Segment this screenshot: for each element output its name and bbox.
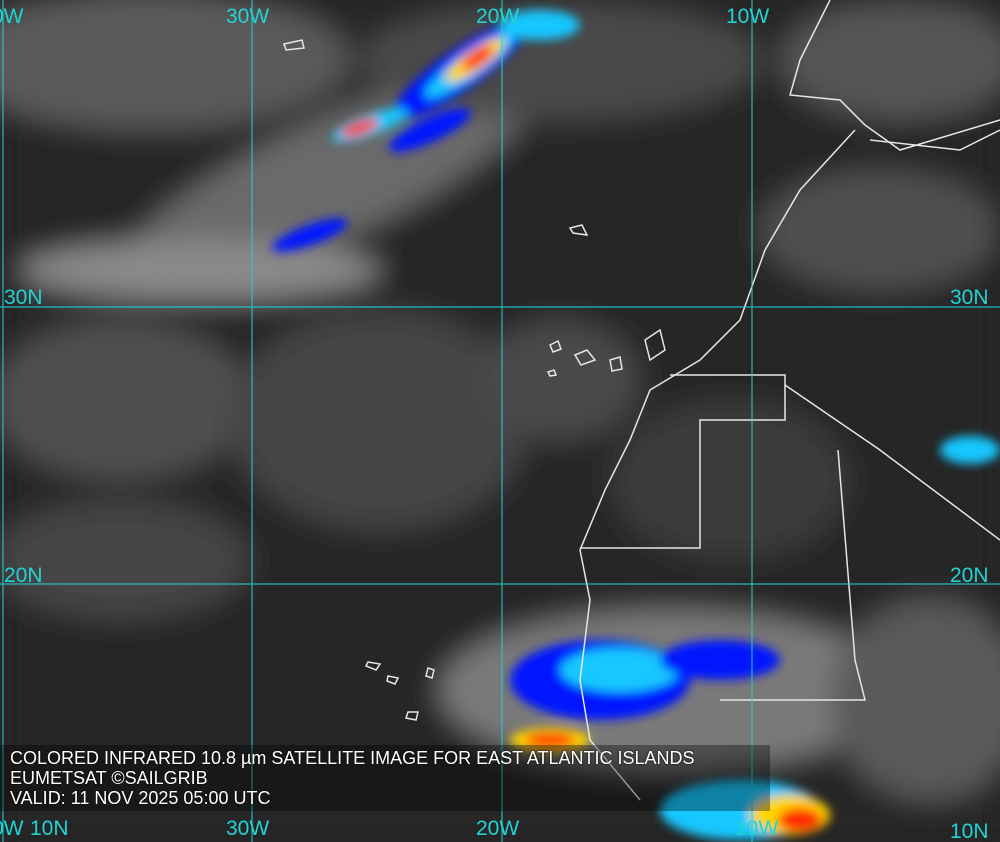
- lat-label-left-20n: 20N: [4, 564, 43, 587]
- lon-label-top-30w: 30W: [226, 5, 270, 28]
- lon-label-bottom-20w: 20W: [476, 817, 520, 840]
- convective-cells: [272, 10, 1000, 840]
- lon-label-top-20w: 20W: [476, 5, 520, 28]
- image-title: COLORED INFRARED 10.8 µm SATELLITE IMAGE…: [10, 748, 695, 768]
- lon-label-top-40w: 0W: [0, 5, 24, 28]
- caption-background: [0, 745, 770, 811]
- lat-label-left-10n: 10N: [30, 817, 69, 840]
- valid-time: VALID: 11 NOV 2025 05:00 UTC: [10, 788, 271, 808]
- lon-label-bottom-30w: 30W: [226, 817, 270, 840]
- lat-label-right-20n: 20N: [950, 564, 989, 587]
- lat-label-right-30n: 30N: [950, 286, 989, 309]
- lon-label-bottom-40w: 0W: [0, 817, 24, 840]
- image-credit: EUMETSAT ©SAILGRIB: [10, 768, 208, 788]
- coastlines: [283, 0, 1000, 801]
- lon-label-bottom-10w: 10W: [735, 817, 779, 840]
- lat-label-right-10n: 10N: [950, 820, 989, 842]
- lon-label-top-10w: 10W: [726, 5, 770, 28]
- lat-label-left-30n: 30N: [4, 286, 43, 309]
